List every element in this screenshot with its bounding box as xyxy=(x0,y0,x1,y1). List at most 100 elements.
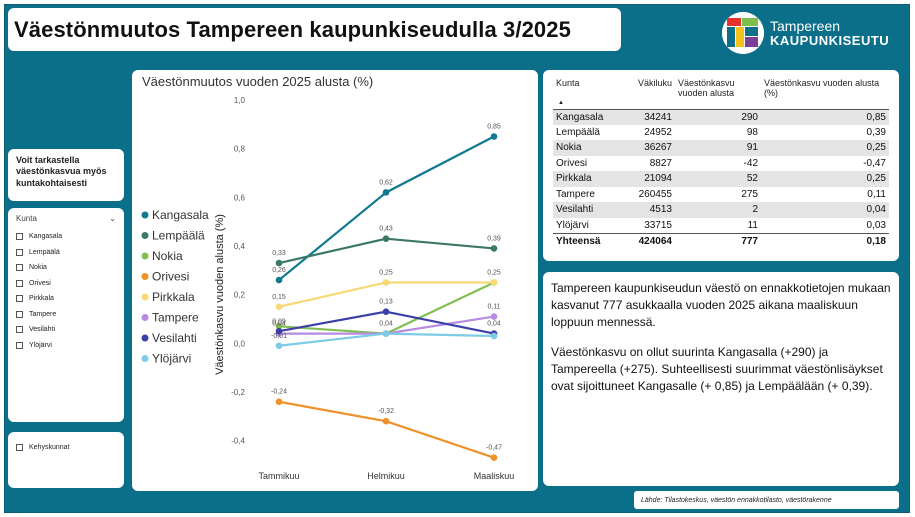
legend-marker xyxy=(141,211,149,219)
legend-marker xyxy=(141,252,149,260)
legend-item-ylöjärvi: Ylöjärvi xyxy=(152,352,191,366)
column-header[interactable]: Väestönkasvu vuoden alusta (%) xyxy=(761,76,889,110)
slicer-item[interactable]: Nokia xyxy=(16,260,116,276)
table-cell: -42 xyxy=(743,157,758,169)
table-cell: 4513 xyxy=(621,202,675,218)
slicer-item[interactable]: Orivesi xyxy=(16,276,116,292)
data-point xyxy=(490,245,498,252)
legend-marker xyxy=(141,314,149,321)
y-tick-label: 0,8 xyxy=(234,145,246,154)
slicer-item[interactable]: Pirkkala xyxy=(16,291,116,307)
slicer-item-label: Nokia xyxy=(29,264,47,272)
checkbox[interactable] xyxy=(16,310,23,318)
data-label: 0,85 xyxy=(487,124,501,131)
column-header[interactable]: Kunta ▲ xyxy=(553,76,621,110)
data-point xyxy=(490,133,498,140)
checkbox[interactable] xyxy=(16,279,23,287)
slicer-item[interactable]: Lempäälä xyxy=(16,245,116,261)
legend-item-kangasala: Kangasala xyxy=(152,208,209,222)
title-card: Väestönmuutos Tampereen kaupunkiseudulla… xyxy=(8,8,621,51)
y-tick-label: 0,2 xyxy=(234,291,246,300)
checkbox[interactable] xyxy=(16,233,23,241)
info-card: Voit tarkastella väestönkasvua myös kunt… xyxy=(8,149,124,201)
data-label: 0,11 xyxy=(487,304,500,311)
table-cell: Nokia xyxy=(553,140,621,156)
x-tick-label: Helmikuu xyxy=(367,471,405,481)
data-label: 0,25 xyxy=(379,270,393,277)
table-cell: Yhteensä xyxy=(553,232,621,249)
data-point xyxy=(275,323,283,330)
data-point xyxy=(490,332,498,340)
data-point xyxy=(275,259,283,267)
data-point xyxy=(382,417,390,425)
checkbox[interactable] xyxy=(16,326,23,334)
table-cell: Ylöjärvi xyxy=(556,219,589,231)
data-point xyxy=(382,279,390,286)
checkbox[interactable] xyxy=(16,341,23,349)
table-cell: 0,04 xyxy=(761,202,889,218)
data-point xyxy=(490,313,498,320)
data-label: 0,09 xyxy=(272,318,286,325)
data-label: 0,26 xyxy=(272,267,286,274)
source-card: Lähde: Tilastokeskus, väestön ennakkotil… xyxy=(634,491,899,509)
population-table: Kunta ▲ Väkiluku Väestönkasvu vuoden alus… xyxy=(553,76,889,249)
region-slicer[interactable]: Kehyskunnat xyxy=(8,432,124,488)
checkbox[interactable] xyxy=(16,444,23,452)
table-cell: 24952 xyxy=(644,126,672,138)
column-header[interactable]: Väkiluku xyxy=(621,76,675,110)
logo-text: Tampereen KAUPUNKISEUTU xyxy=(770,19,889,47)
table-cell: 260455 xyxy=(638,188,672,200)
table-cell: Lempäälä xyxy=(556,126,600,138)
logo-line1: Tampereen xyxy=(770,17,841,34)
data-label: 0,33 xyxy=(272,250,286,257)
source-text: Lähde: Tilastokeskus, väestön ennakkotil… xyxy=(641,496,832,504)
y-tick-label: 0,4 xyxy=(234,242,246,251)
table-cell: 275 xyxy=(741,188,758,200)
sort-ascending-icon[interactable]: ▲ xyxy=(558,99,564,106)
slicer-item-label: Pirkkala xyxy=(29,295,54,303)
data-point xyxy=(382,308,390,315)
checkbox[interactable] xyxy=(16,264,23,272)
table-cell: 8827 xyxy=(649,157,672,169)
column-header[interactable]: Väestönkasvu vuoden alusta xyxy=(675,76,761,110)
table-cell: 11 xyxy=(747,219,758,231)
series-line-kangasala xyxy=(278,135,495,281)
table-cell: 34241 xyxy=(621,109,675,125)
data-point xyxy=(275,327,283,335)
slicer-item[interactable]: Kangasala xyxy=(16,229,116,245)
slicer-header[interactable]: Kunta ⌄ xyxy=(16,214,116,223)
data-label: -0,24 xyxy=(271,389,287,396)
checkbox[interactable] xyxy=(16,248,23,256)
data-label: 0,39 xyxy=(487,235,501,242)
chart-card: Väestönmuutos vuoden 2025 alusta (%) -0,… xyxy=(132,70,538,491)
legend-item-lempäälä: Lempäälä xyxy=(152,229,205,243)
table-row: Ylöjärvi 33715 11 0,03 xyxy=(553,218,889,234)
table-total-row: Yhteensä 424064 777 0,18 xyxy=(553,232,889,249)
table-cell: Vesilahti xyxy=(553,202,621,218)
table-header-row: Kunta ▲ Väkiluku Väestönkasvu vuoden alus… xyxy=(553,76,889,110)
table-cell: -0,47 xyxy=(863,157,886,169)
kunta-slicer[interactable]: Kunta ⌄ Kangasala Lempäälä Nokia Orivesi… xyxy=(8,208,124,422)
legend-marker xyxy=(141,355,149,362)
table-row: Vesilahti 4513 2 0,04 xyxy=(553,202,889,218)
table-cell: 98 xyxy=(746,126,758,138)
slicer-item-kehyskunnat[interactable]: Kehyskunnat xyxy=(16,440,116,456)
slicer-item-label: Ylöjärvi xyxy=(29,341,52,349)
x-tick-label: Tammikuu xyxy=(258,471,299,481)
slicer-item[interactable]: Tampere xyxy=(16,307,116,323)
table-row: Orivesi 8827 -42 -0,47 xyxy=(553,156,889,172)
slicer-item[interactable]: Vesilahti xyxy=(16,322,116,338)
slicer-item-label: Kangasala xyxy=(29,233,63,241)
slicer-item[interactable]: Ylöjärvi xyxy=(16,338,116,354)
legend-marker xyxy=(141,293,149,301)
data-label: 0,04 xyxy=(272,321,286,328)
summary-paragraph: Tampereen kaupunkiseudun väestö on ennak… xyxy=(551,281,891,329)
table-cell: 424064 xyxy=(621,232,675,249)
checkbox[interactable] xyxy=(16,295,23,303)
chevron-down-icon[interactable]: ⌄ xyxy=(109,214,116,223)
table-cell: 52 xyxy=(675,171,761,187)
legend-item-vesilahti: Vesilahti xyxy=(152,331,197,345)
data-label: 0,62 xyxy=(379,179,393,186)
x-tick-label: Maaliskuu xyxy=(474,471,515,481)
data-label: -0,47 xyxy=(486,445,502,452)
